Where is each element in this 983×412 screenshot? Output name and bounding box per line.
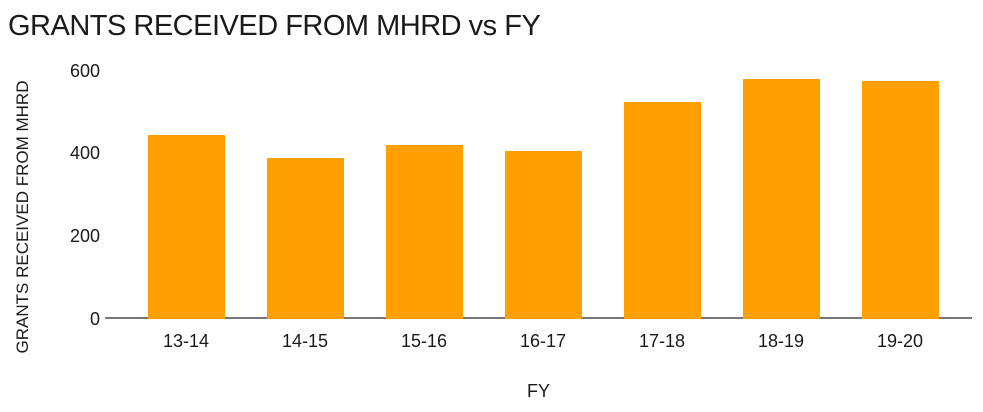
plot-area [105, 70, 972, 319]
x-tick-label: 14-15 [281, 331, 329, 351]
x-tick-label: 19-20 [876, 331, 924, 351]
x-tick-label: 18-19 [757, 331, 805, 351]
bar-15-16 [385, 145, 463, 319]
x-tick-label: 16-17 [519, 331, 567, 351]
x-tick-label: 17-18 [638, 331, 686, 351]
bar-19-20 [861, 81, 939, 319]
bar-13-14 [147, 135, 225, 319]
bar-14-15 [266, 158, 344, 319]
bar-17-18 [623, 102, 701, 319]
x-tick-label: 13-14 [162, 331, 210, 351]
x-axis-title: FY [526, 381, 550, 401]
bar-16-17 [504, 151, 582, 319]
y-tick-label: 600 [69, 60, 100, 81]
y-tick-label: 400 [69, 143, 100, 164]
x-tick-label: 15-16 [400, 331, 448, 351]
y-tick-label: 0 [89, 309, 100, 329]
bar-18-19 [742, 79, 820, 319]
chart-title: GRANTS RECEIVED FROM MHRD vs FY [8, 10, 541, 42]
y-tick-label: 200 [69, 226, 100, 247]
